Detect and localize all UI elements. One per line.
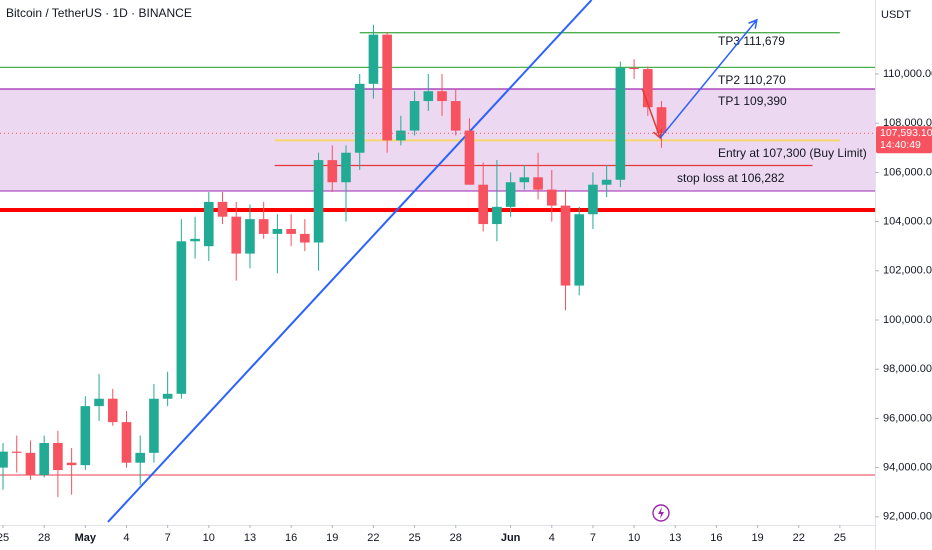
candle-body	[231, 216, 242, 254]
level-label: TP1 109,390	[718, 94, 787, 108]
candle-body	[25, 452, 36, 475]
candle-body	[588, 184, 598, 215]
candle-body	[121, 422, 132, 463]
candle-body	[629, 67, 639, 70]
candle-body	[382, 34, 392, 141]
currency: USDT	[881, 9, 911, 21]
y-tick-label: 92,000.00	[883, 511, 932, 523]
candle-body	[560, 205, 571, 286]
candle-body	[272, 228, 283, 234]
countdown: 14:40:49	[880, 139, 921, 151]
x-tick-label: 28	[450, 532, 462, 544]
candle-body	[533, 177, 543, 190]
candle-body	[0, 451, 8, 468]
arrow	[641, 88, 663, 140]
x-tick-label: 16	[285, 532, 297, 544]
x-tick-label: 25	[408, 532, 420, 544]
candle-body	[437, 91, 447, 102]
candle-body	[450, 101, 461, 131]
candle-body	[11, 451, 22, 453]
candle-body	[505, 182, 516, 207]
x-tick-label: 10	[203, 532, 215, 544]
x-tick-label: 4	[123, 532, 129, 544]
x-tick-label: 7	[590, 532, 596, 544]
y-tick-label: 110,000.00	[883, 68, 932, 80]
x-tick-label: 13	[669, 532, 681, 544]
x-tick-label: May	[75, 532, 97, 544]
x-tick-label: 25	[0, 532, 9, 544]
candle-body	[601, 179, 612, 185]
candle-body	[217, 201, 228, 217]
candle-body	[519, 177, 530, 183]
candle-body	[245, 219, 255, 254]
x-tick-label: 22	[367, 532, 379, 544]
x-tick-label: 28	[38, 532, 50, 544]
candle-body	[300, 233, 310, 243]
candle-body	[162, 393, 173, 399]
candle-body	[423, 91, 434, 102]
candle-body	[396, 130, 406, 141]
candle-body	[66, 462, 77, 466]
candle-body	[615, 67, 626, 180]
x-tick-label: 19	[751, 532, 763, 544]
candle-body	[286, 228, 296, 234]
candle-body	[656, 107, 667, 134]
candle-body	[574, 214, 585, 286]
x-tick-label: 22	[793, 532, 805, 544]
candle-body	[409, 101, 420, 131]
trend-line	[107, 0, 593, 523]
x-tick-label: Jun	[501, 532, 521, 544]
candle-body	[80, 406, 91, 466]
candle-body	[341, 152, 351, 183]
x-tick-label: 10	[628, 532, 640, 544]
x-tick-label: 19	[326, 532, 338, 544]
candle-body	[149, 398, 159, 453]
y-tick-label: 102,000.00	[883, 265, 932, 277]
y-tick-label: 108,000.00	[883, 117, 932, 129]
y-tick-label: 98,000.00	[883, 363, 932, 375]
alert-icon[interactable]	[652, 504, 670, 522]
x-tick-label: 25	[834, 532, 846, 544]
candle-body	[53, 443, 63, 471]
last-price-label: 107,593.10	[880, 127, 932, 139]
candle-body	[135, 452, 146, 463]
level-label: Entry at 107,300 (Buy Limit)	[718, 146, 867, 160]
chart-title: Bitcoin / TetherUS · 1D · BINANCE	[6, 6, 192, 20]
x-tick-label: 16	[710, 532, 722, 544]
candle-body	[313, 160, 324, 243]
candle-body	[39, 443, 49, 475]
y-tick-label: 96,000.00	[883, 412, 932, 424]
y-tick-label: 104,000.00	[883, 216, 932, 228]
candle-body	[546, 189, 557, 206]
x-tick-label: 13	[244, 532, 256, 544]
candle-body	[327, 160, 338, 183]
candle-body	[204, 201, 214, 247]
x-tick-label: 7	[165, 532, 171, 544]
last-price-badge	[876, 126, 932, 154]
candle-body	[368, 34, 379, 84]
arrow	[659, 18, 758, 139]
candle-body	[190, 238, 200, 242]
candle-body	[94, 398, 104, 407]
candle-body	[354, 83, 365, 153]
candle-body	[107, 398, 118, 423]
level-label: TP2 110,270	[718, 73, 786, 87]
level-label: TP3 111,679	[718, 34, 785, 48]
candle-body	[176, 241, 187, 394]
candle-body	[643, 69, 653, 108]
candle-body	[492, 206, 502, 225]
candle-body	[258, 219, 269, 234]
candle-body	[464, 130, 475, 185]
candle-body	[478, 184, 488, 225]
y-tick-label: 106,000.00	[883, 166, 932, 178]
plot-area: TP3 111,679 TP2 110,270 TP1 109,390 Entry a…	[0, 0, 875, 523]
level-label: stop loss at 106,282	[677, 171, 785, 185]
y-tick-label: 100,000.00	[883, 314, 932, 326]
x-tick-label: 4	[549, 532, 555, 544]
y-tick-label: 94,000.00	[883, 462, 932, 474]
